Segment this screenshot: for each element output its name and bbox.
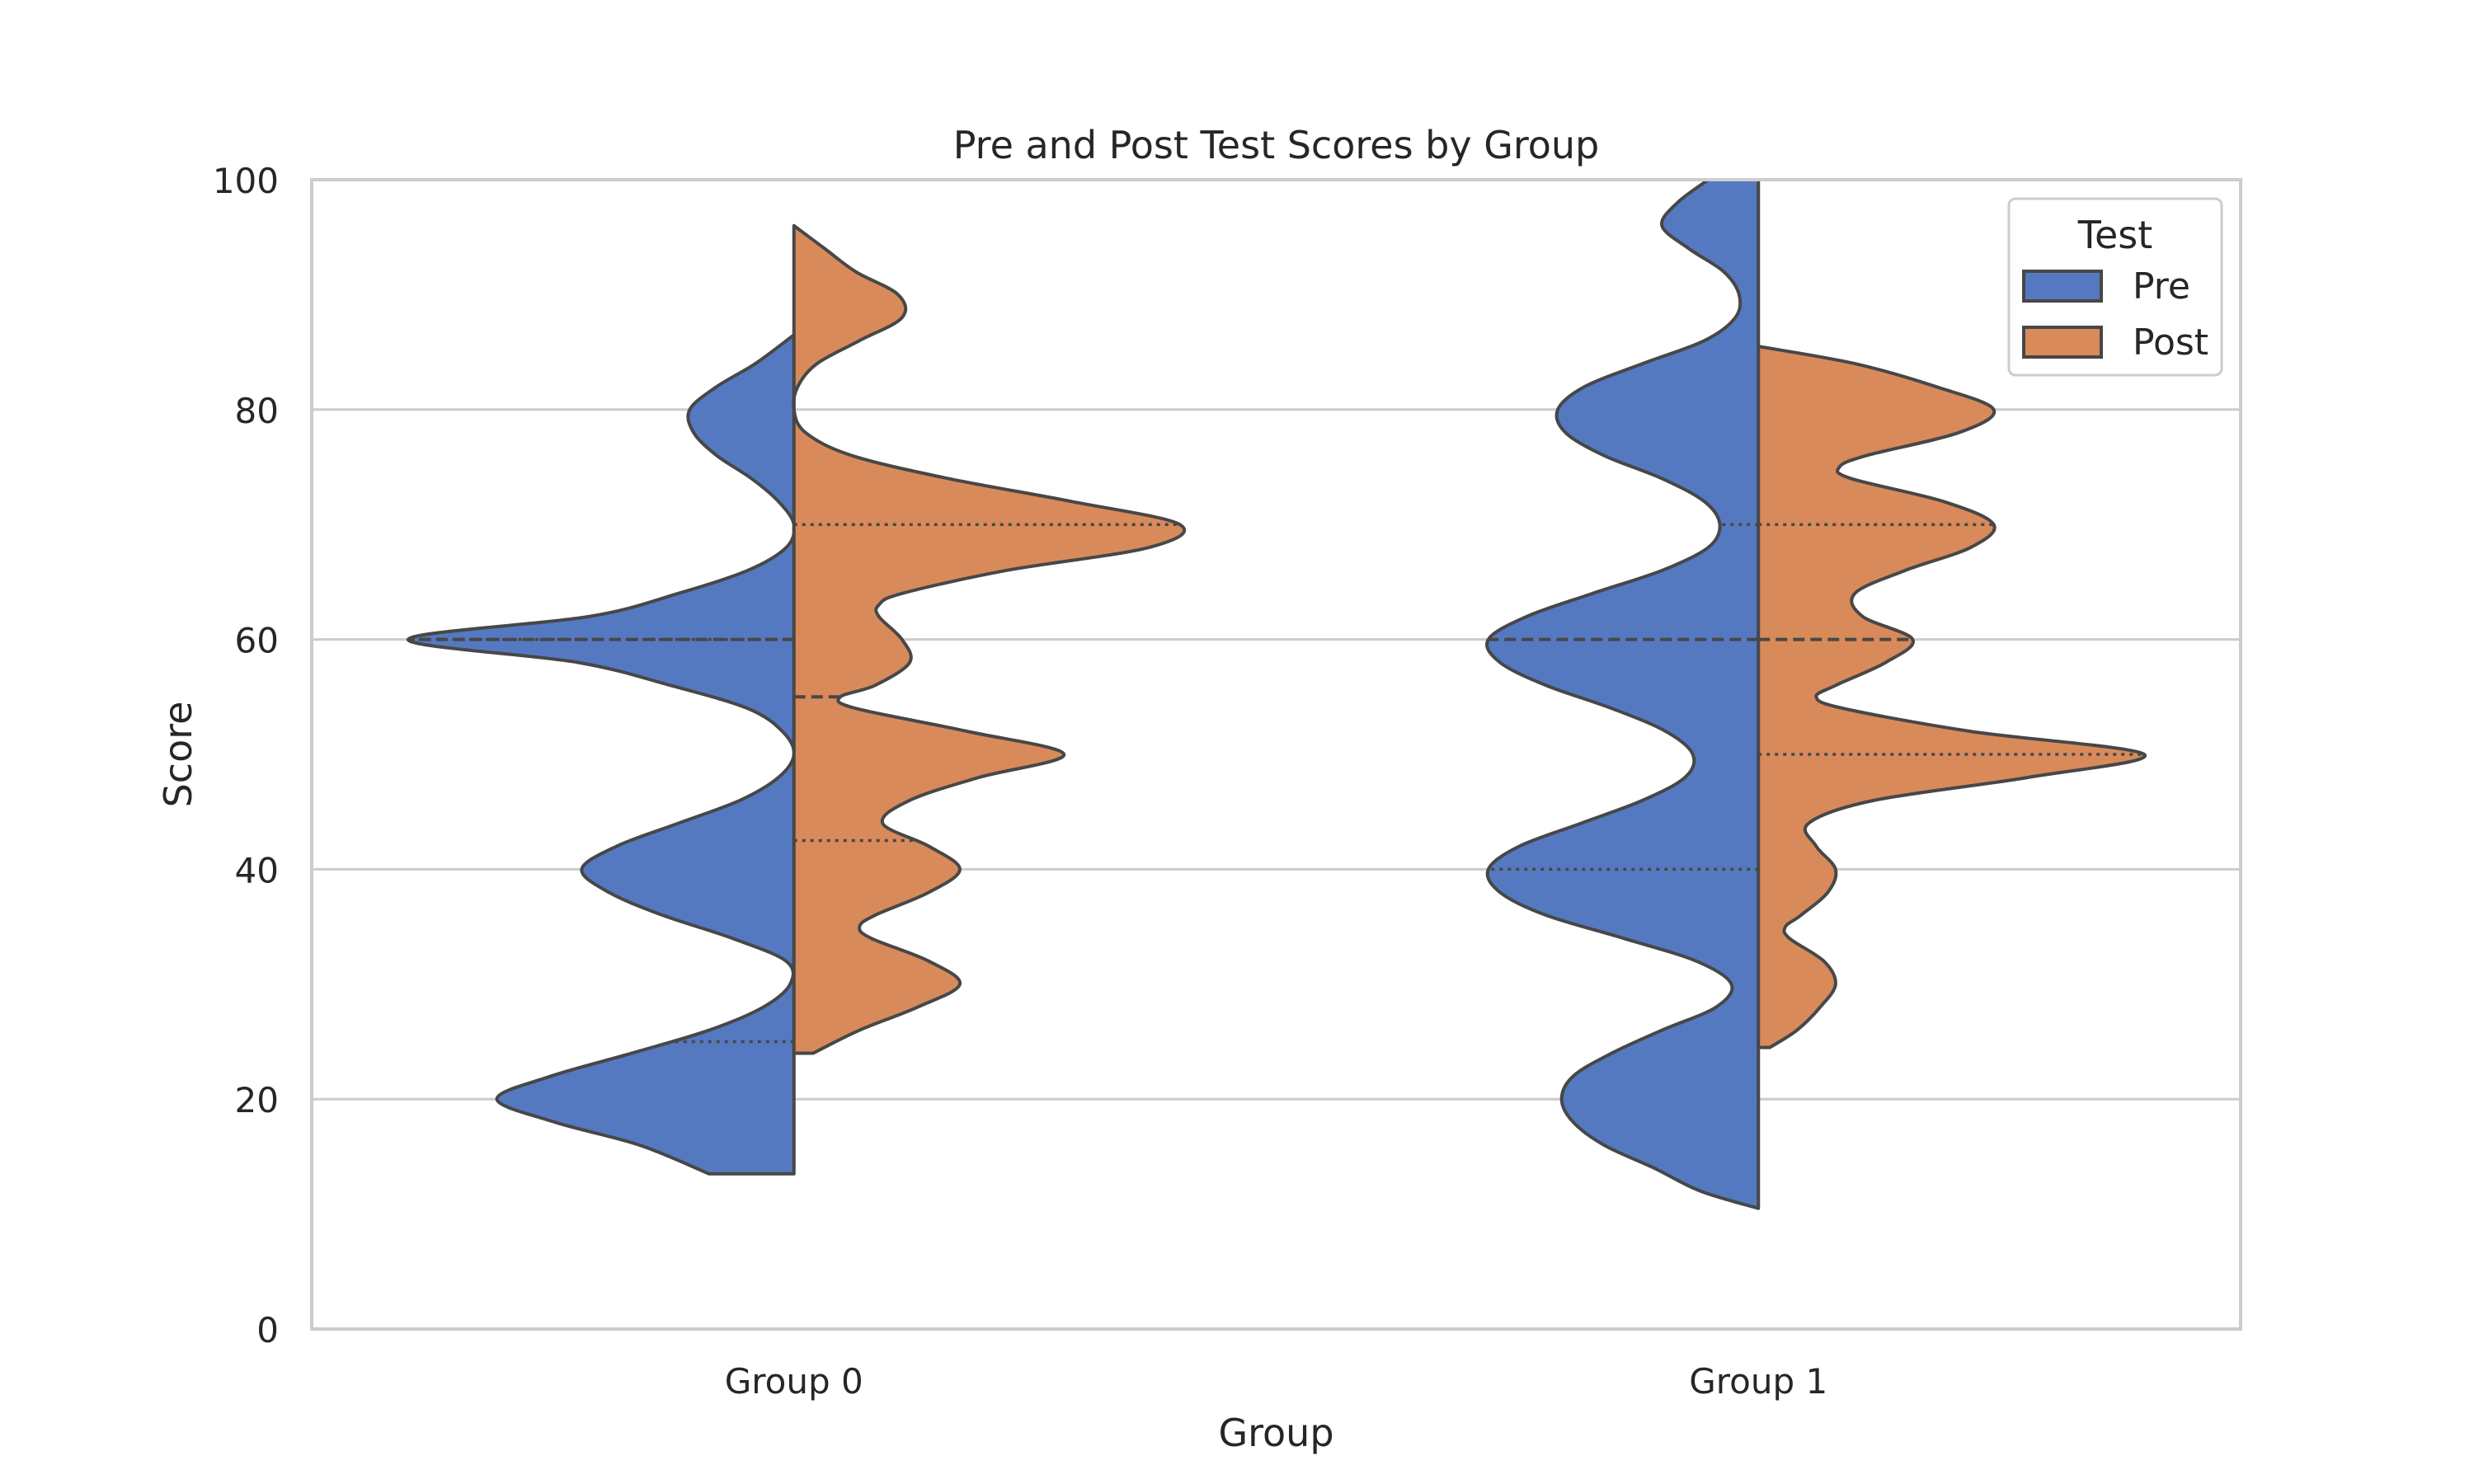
y-tick-label-0: 0	[256, 1310, 279, 1350]
violin-pre-group-1	[1485, 178, 1761, 1210]
violins	[406, 178, 2147, 1210]
plot-frame	[310, 178, 2242, 1331]
chart-title: Pre and Post Test Scores by Group	[953, 123, 1600, 167]
legend-swatch-pre	[2022, 270, 2103, 303]
legend-label-post: Post	[2133, 322, 2208, 364]
x-tick-label-0: Group 0	[725, 1361, 863, 1402]
violin-post-group-0	[792, 223, 1187, 1055]
x-tick-label-1: Group 1	[1689, 1361, 1827, 1402]
x-ticks: Group 0 Group 1	[725, 1361, 1827, 1402]
y-tick-label-100: 100	[213, 161, 279, 201]
y-tick-label-40: 40	[235, 850, 279, 890]
y-axis-label: Score	[156, 702, 200, 808]
y-tick-label-20: 20	[235, 1080, 279, 1120]
legend: Test Pre Post	[2007, 197, 2223, 377]
x-axis-label: Group	[1218, 1411, 1333, 1455]
y-ticks: 0 20 40 60 80 100	[213, 161, 279, 1350]
legend-label-pre: Pre	[2133, 265, 2190, 308]
legend-title: Test	[2077, 213, 2153, 257]
y-tick-label-60: 60	[235, 621, 279, 661]
legend-swatch-post	[2022, 326, 2103, 359]
violin-post-group-1	[1757, 345, 2147, 1050]
y-tick-label-80: 80	[235, 391, 279, 431]
